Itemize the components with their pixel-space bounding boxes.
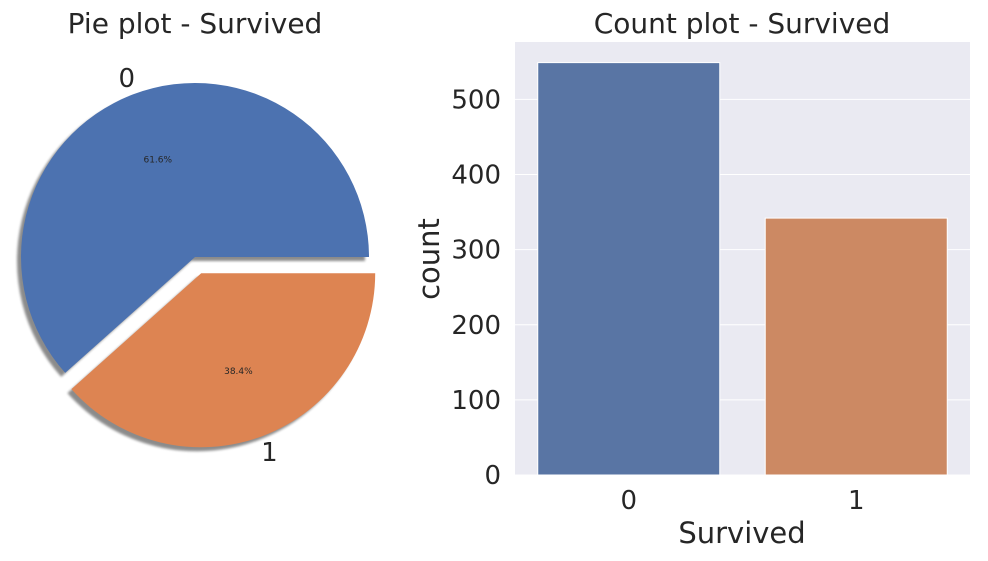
pie-category-label: 1 <box>261 438 278 468</box>
y-tick-label: 500 <box>451 85 501 115</box>
x-tick-label: 1 <box>848 486 865 516</box>
count-title: Count plot - Survived <box>594 7 891 40</box>
pie-slice-1 <box>71 273 376 448</box>
x-tick-label: 0 <box>620 486 637 516</box>
pie-slices <box>20 83 376 448</box>
pie-title: Pie plot - Survived <box>68 7 323 40</box>
pie-percent-label: 61.6% <box>143 155 172 165</box>
y-tick-label: 0 <box>484 461 501 491</box>
y-axis-label: count <box>412 218 446 300</box>
pie-category-label: 0 <box>119 64 136 94</box>
x-axis-label: Survived <box>678 516 805 550</box>
y-tick-labels: 0 100 200 300 400 500 <box>451 85 501 491</box>
pie-labels: 61.6% 0 38.4% 1 <box>119 64 278 468</box>
pie-slice-0 <box>20 83 370 373</box>
y-tick-label: 400 <box>451 161 501 191</box>
bars <box>537 62 948 476</box>
y-tick-label: 200 <box>451 311 501 341</box>
y-tick-label: 100 <box>451 386 501 416</box>
pie-percent-label: 38.4% <box>224 367 253 377</box>
pie-chart-panel: Pie plot - Survived 61.6% 0 38.4% 1 <box>16 7 376 468</box>
bar-0 <box>537 62 721 476</box>
y-tick-label: 300 <box>451 236 501 266</box>
bar-1 <box>764 217 948 476</box>
